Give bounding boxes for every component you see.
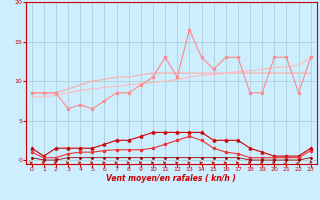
X-axis label: Vent moyen/en rafales ( kn/h ): Vent moyen/en rafales ( kn/h ) xyxy=(106,174,236,183)
